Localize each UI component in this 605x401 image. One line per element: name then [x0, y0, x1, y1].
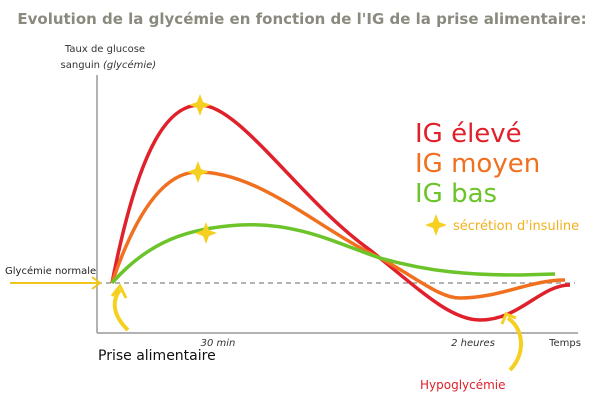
x-mark: 2 heures — [451, 338, 495, 349]
x-mark: 30 min — [201, 338, 236, 349]
arrow — [110, 283, 128, 299]
y-label: (glycémie) — [103, 59, 156, 71]
arrow — [500, 312, 517, 325]
curve-medium — [110, 170, 566, 300]
legend-star-label: sécrétion d'insuline — [453, 219, 579, 234]
legend-item: IG moyen — [415, 149, 540, 179]
reference-label: Glycémie normale — [5, 265, 96, 277]
arrow — [91, 276, 102, 290]
legend-item: IG élevé — [415, 119, 522, 149]
y-label: sanguin — [61, 60, 100, 71]
y-label: Taux de glucose — [64, 44, 145, 55]
arrow — [506, 316, 523, 372]
annotation: Hypoglycémie — [420, 378, 506, 392]
curve-low — [110, 223, 556, 285]
curve-high — [110, 103, 571, 322]
arrow — [112, 288, 130, 332]
legend-item: IG bas — [415, 179, 497, 209]
stars — [187, 94, 447, 244]
x-label: Temps — [548, 338, 581, 349]
title: Evolution de la glycémie en fonction de … — [17, 10, 586, 28]
annotation: Prise alimentaire — [98, 348, 216, 364]
